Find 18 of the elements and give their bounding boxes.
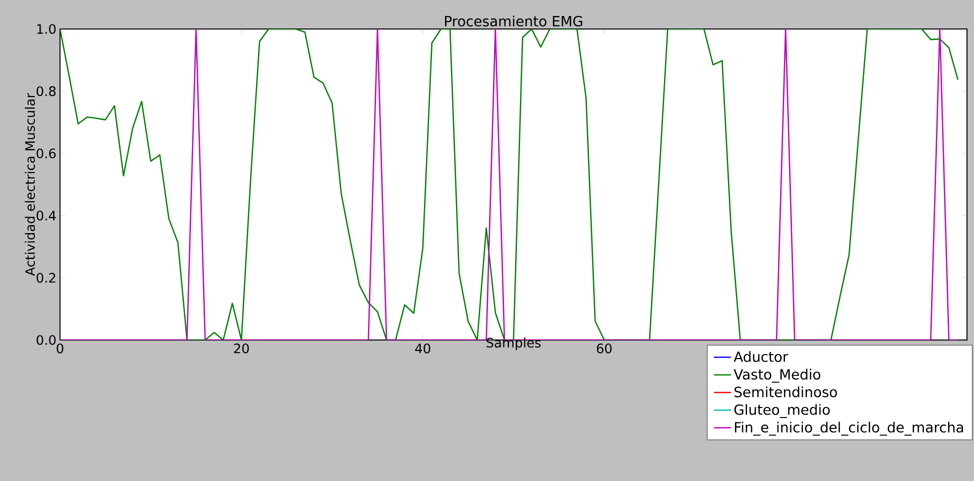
y-tick-label: 0.2 <box>36 272 56 283</box>
legend-label: Fin_e_inicio_del_ciclo_de_marcha <box>734 422 964 436</box>
x-tick-label: 60 <box>596 344 612 354</box>
legend-label: Semitendinoso <box>734 386 837 398</box>
x-tick-label: 0 <box>56 344 64 354</box>
legend-label: Aductor <box>734 351 788 362</box>
y-tick-label: 0.4 <box>36 210 56 221</box>
legend-label: Gluteo_medio <box>734 404 830 418</box>
legend-label: Vasto_Medio <box>734 368 820 383</box>
y-tick-label: 1.0 <box>37 24 56 34</box>
chart-title: Procesamiento EMG <box>445 16 582 26</box>
x-tick-label: 20 <box>234 344 249 354</box>
y-tick-label: 0.8 <box>36 86 56 96</box>
x-axis-title: Samples <box>486 338 541 350</box>
y-tick-label: 0.0 <box>36 335 56 345</box>
x-tick-label: 40 <box>415 344 430 354</box>
y-tick-label: 0.6 <box>36 148 56 158</box>
y-axis-title: Actividad electrica Muscular <box>24 92 35 276</box>
